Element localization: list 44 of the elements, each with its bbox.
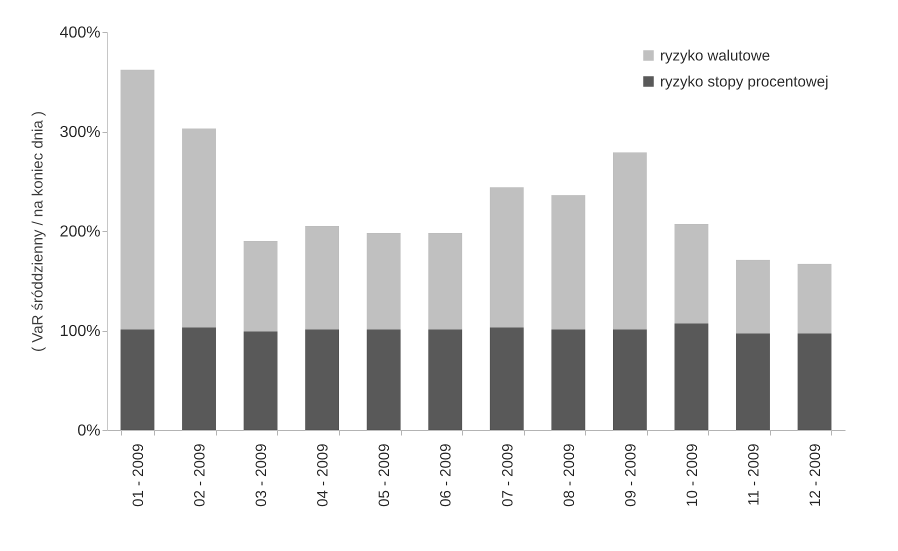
y-tick-label: 300%: [60, 124, 100, 141]
x-tick-label: 03 - 2009: [253, 444, 270, 507]
x-tick-label: 01 - 2009: [130, 444, 147, 507]
bar: [490, 187, 524, 328]
bar: [428, 232, 462, 330]
bar: [551, 330, 586, 430]
x-tick-label: 04 - 2009: [314, 444, 332, 507]
bar: [674, 324, 708, 430]
x-tick-label: 10 - 2009: [684, 444, 701, 507]
x-tick-label: 09 - 2009: [622, 444, 640, 507]
legend-label: ryzyko stopy procentowej: [660, 74, 828, 90]
y-tick-label: 400%: [60, 24, 100, 42]
bar: [366, 232, 401, 330]
y-axis-title: ( VaR śróddzienny / na koniec dnia ): [30, 111, 47, 352]
y-tick-label: 200%: [60, 224, 100, 240]
bar: [674, 224, 708, 324]
bar: [612, 152, 647, 330]
x-tick-label: 08 - 2009: [560, 444, 578, 507]
bar: [736, 260, 770, 334]
legend-label: ryzyko walutowe: [660, 48, 770, 64]
bar: [798, 264, 832, 334]
x-tick-label: 06 - 2009: [438, 444, 455, 507]
x-tick-label: 05 - 2009: [376, 444, 394, 507]
bar: [244, 240, 278, 332]
bar: [305, 226, 340, 330]
bar: [490, 328, 524, 430]
bar: [182, 328, 216, 430]
x-tick-label: 11 - 2009: [745, 444, 762, 506]
bar: [120, 330, 154, 430]
bar: [798, 333, 832, 430]
bar: [244, 331, 278, 430]
x-tick-label: 12 - 2009: [807, 444, 824, 507]
x-tick-label: 02 - 2009: [192, 444, 209, 507]
bar: [305, 330, 340, 430]
y-tick-label: 0%: [77, 422, 100, 440]
bar: [182, 128, 216, 328]
bar: [736, 333, 770, 430]
bar: [366, 330, 401, 430]
bar: [612, 330, 647, 430]
bar: [120, 70, 154, 330]
y-tick-label: 100%: [60, 323, 100, 340]
bar: [551, 195, 586, 330]
bar: [428, 330, 462, 430]
x-tick-label: 07 - 2009: [499, 444, 516, 507]
